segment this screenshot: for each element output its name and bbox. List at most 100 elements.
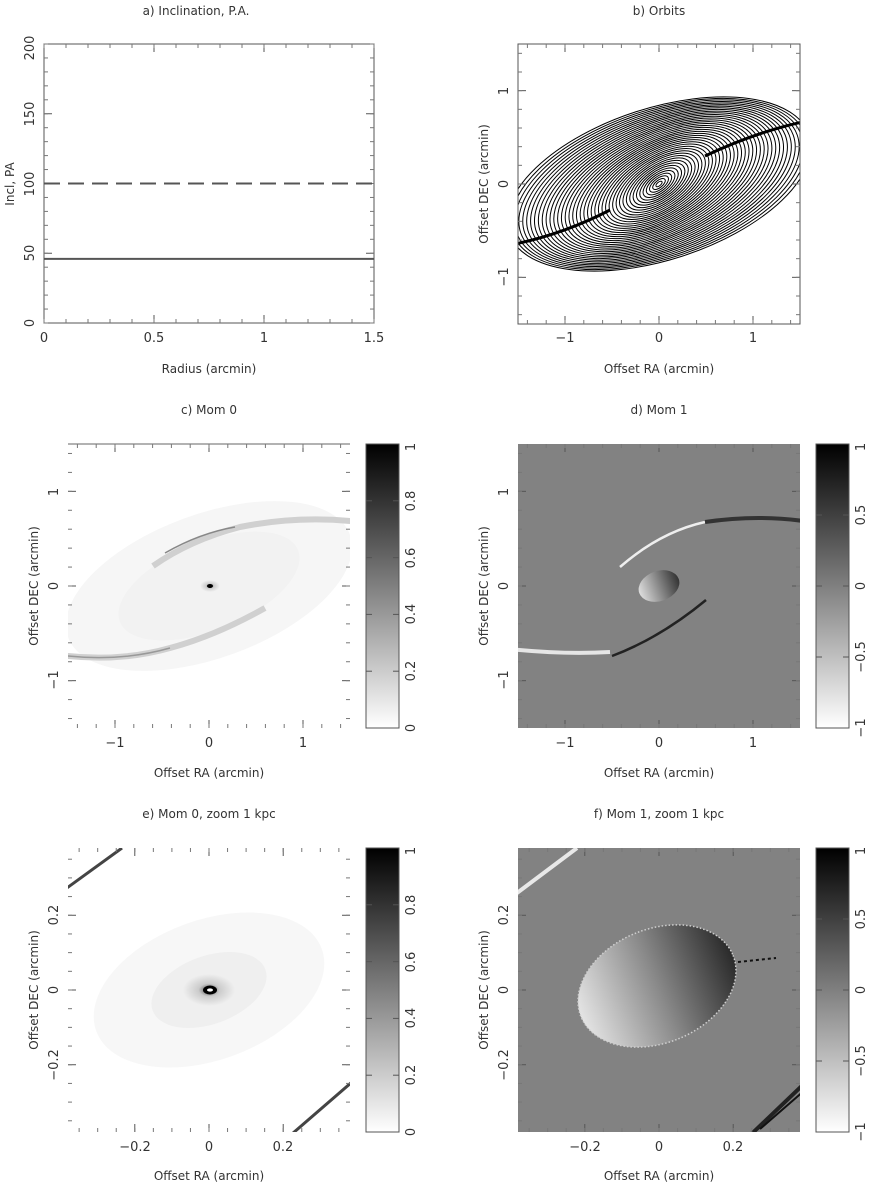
- mom0-nucleus: [207, 584, 213, 588]
- panel-e: e) Mom 0, zoom 1 kpc 0 0.2 0.4 0.6 0.8 1…: [27, 807, 419, 1183]
- panel-f-ylabel: Offset DEC (arcmin): [477, 930, 491, 1050]
- orbit-ellipse-10: [625, 157, 693, 211]
- panel-e-colorbar-ticks: [366, 847, 399, 1133]
- panel-c-ytick-2: 1: [47, 488, 62, 496]
- panel-b-frame: [517, 43, 801, 325]
- mom0-arm-upper: [151, 516, 350, 569]
- panel-b-axes: [518, 44, 800, 324]
- panel-c-ytick-1: 0: [47, 582, 62, 590]
- mom1-zoom-arm-upper-left: [518, 848, 579, 895]
- panel-c-xtick-0: −1: [105, 736, 124, 751]
- panel-f-colorbar-ticks: [816, 847, 849, 1133]
- mom0-zoom-arm-lower-right: [291, 1081, 350, 1132]
- panel-c-cbar-tick-5: 1: [404, 443, 419, 451]
- panel-a-ytick-0: 0: [23, 319, 38, 327]
- panel-d-ytick-2: 1: [497, 488, 512, 496]
- panel-c-cbar-tick-4: 0.8: [404, 491, 419, 512]
- panel-d-axes: [518, 444, 800, 728]
- orbit-ellipse-8: [632, 162, 686, 206]
- orbit-ellipse-12: [619, 152, 699, 216]
- panel-c-title: c) Mom 0: [181, 403, 237, 417]
- panel-b-xtick-0: −1: [555, 331, 574, 346]
- panel-f-xtick-0: −0.2: [569, 1140, 601, 1155]
- panel-a-lines: [44, 182, 374, 260]
- panel-e-ytick-0: −0.2: [47, 1049, 62, 1081]
- panel-a-xtick-0: 0: [40, 331, 48, 346]
- panel-c-cbar-tick-3: 0.6: [404, 548, 419, 569]
- orbit-ellipse-5: [642, 170, 676, 198]
- panel-b-ytick-0: −1: [497, 267, 512, 286]
- mom0-arm-lower-edge: [68, 647, 171, 659]
- mom1-zoom-spur: [737, 957, 777, 963]
- orbit-ellipse-30: [553, 115, 765, 253]
- panel-d-cbar-tick-1: −0.5: [854, 641, 869, 673]
- panel-e-cbar-tick-4: 0.8: [404, 895, 419, 916]
- mom0-map: [68, 501, 350, 671]
- panel-c-axes: [68, 444, 350, 728]
- panel-e-cbar-tick-1: 0.2: [404, 1065, 419, 1086]
- panel-c-cbar-tick-0: 0: [404, 724, 419, 732]
- panel-f: f) Mom 1, zoom 1 kpc −1 −0.5 0 0.5 1 −0.…: [477, 807, 869, 1183]
- panel-e-cbar-tick-5: 1: [404, 847, 419, 855]
- orbit-ellipse-36: [530, 105, 788, 263]
- orbit-ellipse-7: [636, 164, 682, 204]
- mom1-central-blob: [638, 570, 680, 602]
- panel-f-ytick-0: −0.2: [497, 1049, 512, 1081]
- orbit-ellipses: [518, 96, 800, 272]
- panel-b-xtick-1: 0: [655, 331, 663, 346]
- panel-e-cbar-tick-2: 0.4: [404, 1008, 419, 1029]
- panel-b-ytick-1: 0: [497, 180, 512, 188]
- panel-f-axes: [518, 848, 800, 1132]
- orbit-ellipse-4: [645, 172, 673, 196]
- panel-e-xlabel: Offset RA (arcmin): [154, 1169, 264, 1183]
- orbit-ellipse-38: [522, 102, 796, 266]
- panel-d-cbar-tick-4: 1: [854, 443, 869, 451]
- panel-c-xtick-2: 1: [299, 736, 307, 751]
- panel-d-ytick-0: −1: [497, 670, 512, 689]
- orbit-ellipse-42: [518, 96, 800, 272]
- mom1-zoom-rotating-disk: [577, 924, 737, 1048]
- orbit-ellipse-37: [526, 104, 792, 264]
- panel-b: b) Orbits −1 0 1 −1 0 1 Offset RA (arcmi…: [477, 4, 801, 376]
- orbit-ellipse-11: [622, 155, 696, 213]
- panel-b-title: b) Orbits: [633, 4, 685, 18]
- panel-d-title: d) Mom 1: [631, 403, 688, 417]
- panel-c: c) Mom 0 0 0.2 0.4 0.6 0.8 1 −1 0 1 −1 0…: [27, 403, 419, 780]
- panel-e-ylabel: Offset DEC (arcmin): [27, 930, 41, 1050]
- mom1-zoom-map: [518, 848, 800, 1132]
- panel-c-cbar-tick-2: 0.4: [404, 604, 419, 625]
- mom0-arm-upper-edge: [164, 526, 236, 554]
- orbit-ellipse-34: [537, 108, 781, 260]
- panel-c-cbar-tick-1: 0.2: [404, 661, 419, 682]
- panel-e-xtick-2: 0.2: [273, 1140, 294, 1155]
- mom1-arm-upper-approaching: [619, 520, 706, 568]
- panel-f-cbar-tick-2: 0: [854, 986, 869, 994]
- panel-e-ytick-2: 0.2: [47, 905, 62, 926]
- panel-e-title: e) Mom 0, zoom 1 kpc: [142, 807, 275, 821]
- orbit-ellipse-6: [639, 167, 679, 201]
- panel-a-ytick-2: 100: [23, 172, 38, 197]
- orbit-ellipse-35: [533, 107, 785, 261]
- panel-d-ytick-1: 0: [497, 582, 512, 590]
- panel-d-xtick-2: 1: [749, 736, 757, 751]
- orbit-ellipse-22: [583, 130, 735, 238]
- panel-e-axes: [68, 848, 350, 1132]
- panel-f-xlabel: Offset RA (arcmin): [604, 1169, 714, 1183]
- panel-d-ylabel: Offset DEC (arcmin): [477, 526, 491, 646]
- orbit-ellipse-3: [649, 175, 669, 193]
- mom0-zoom-map: [68, 848, 350, 1132]
- orbit-ellipse-14: [612, 148, 706, 220]
- panel-d-xtick-1: 0: [655, 736, 663, 751]
- panel-a-ytick-1: 50: [23, 245, 38, 262]
- panel-c-colorbar-ticks: [366, 443, 399, 729]
- orbit-ellipse-1: [655, 180, 663, 188]
- panel-f-title: f) Mom 1, zoom 1 kpc: [594, 807, 724, 821]
- panel-d-xlabel: Offset RA (arcmin): [604, 766, 714, 780]
- mom1-zoom-arm-lower-right-inner: [759, 1093, 800, 1130]
- panel-c-ylabel: Offset DEC (arcmin): [27, 526, 41, 646]
- orbit-ellipse-33: [541, 110, 777, 258]
- panel-e-cbar-tick-0: 0: [404, 1128, 419, 1136]
- orbit-ellipse-29: [557, 117, 761, 251]
- panel-d-cbar-tick-3: 0.5: [854, 505, 869, 526]
